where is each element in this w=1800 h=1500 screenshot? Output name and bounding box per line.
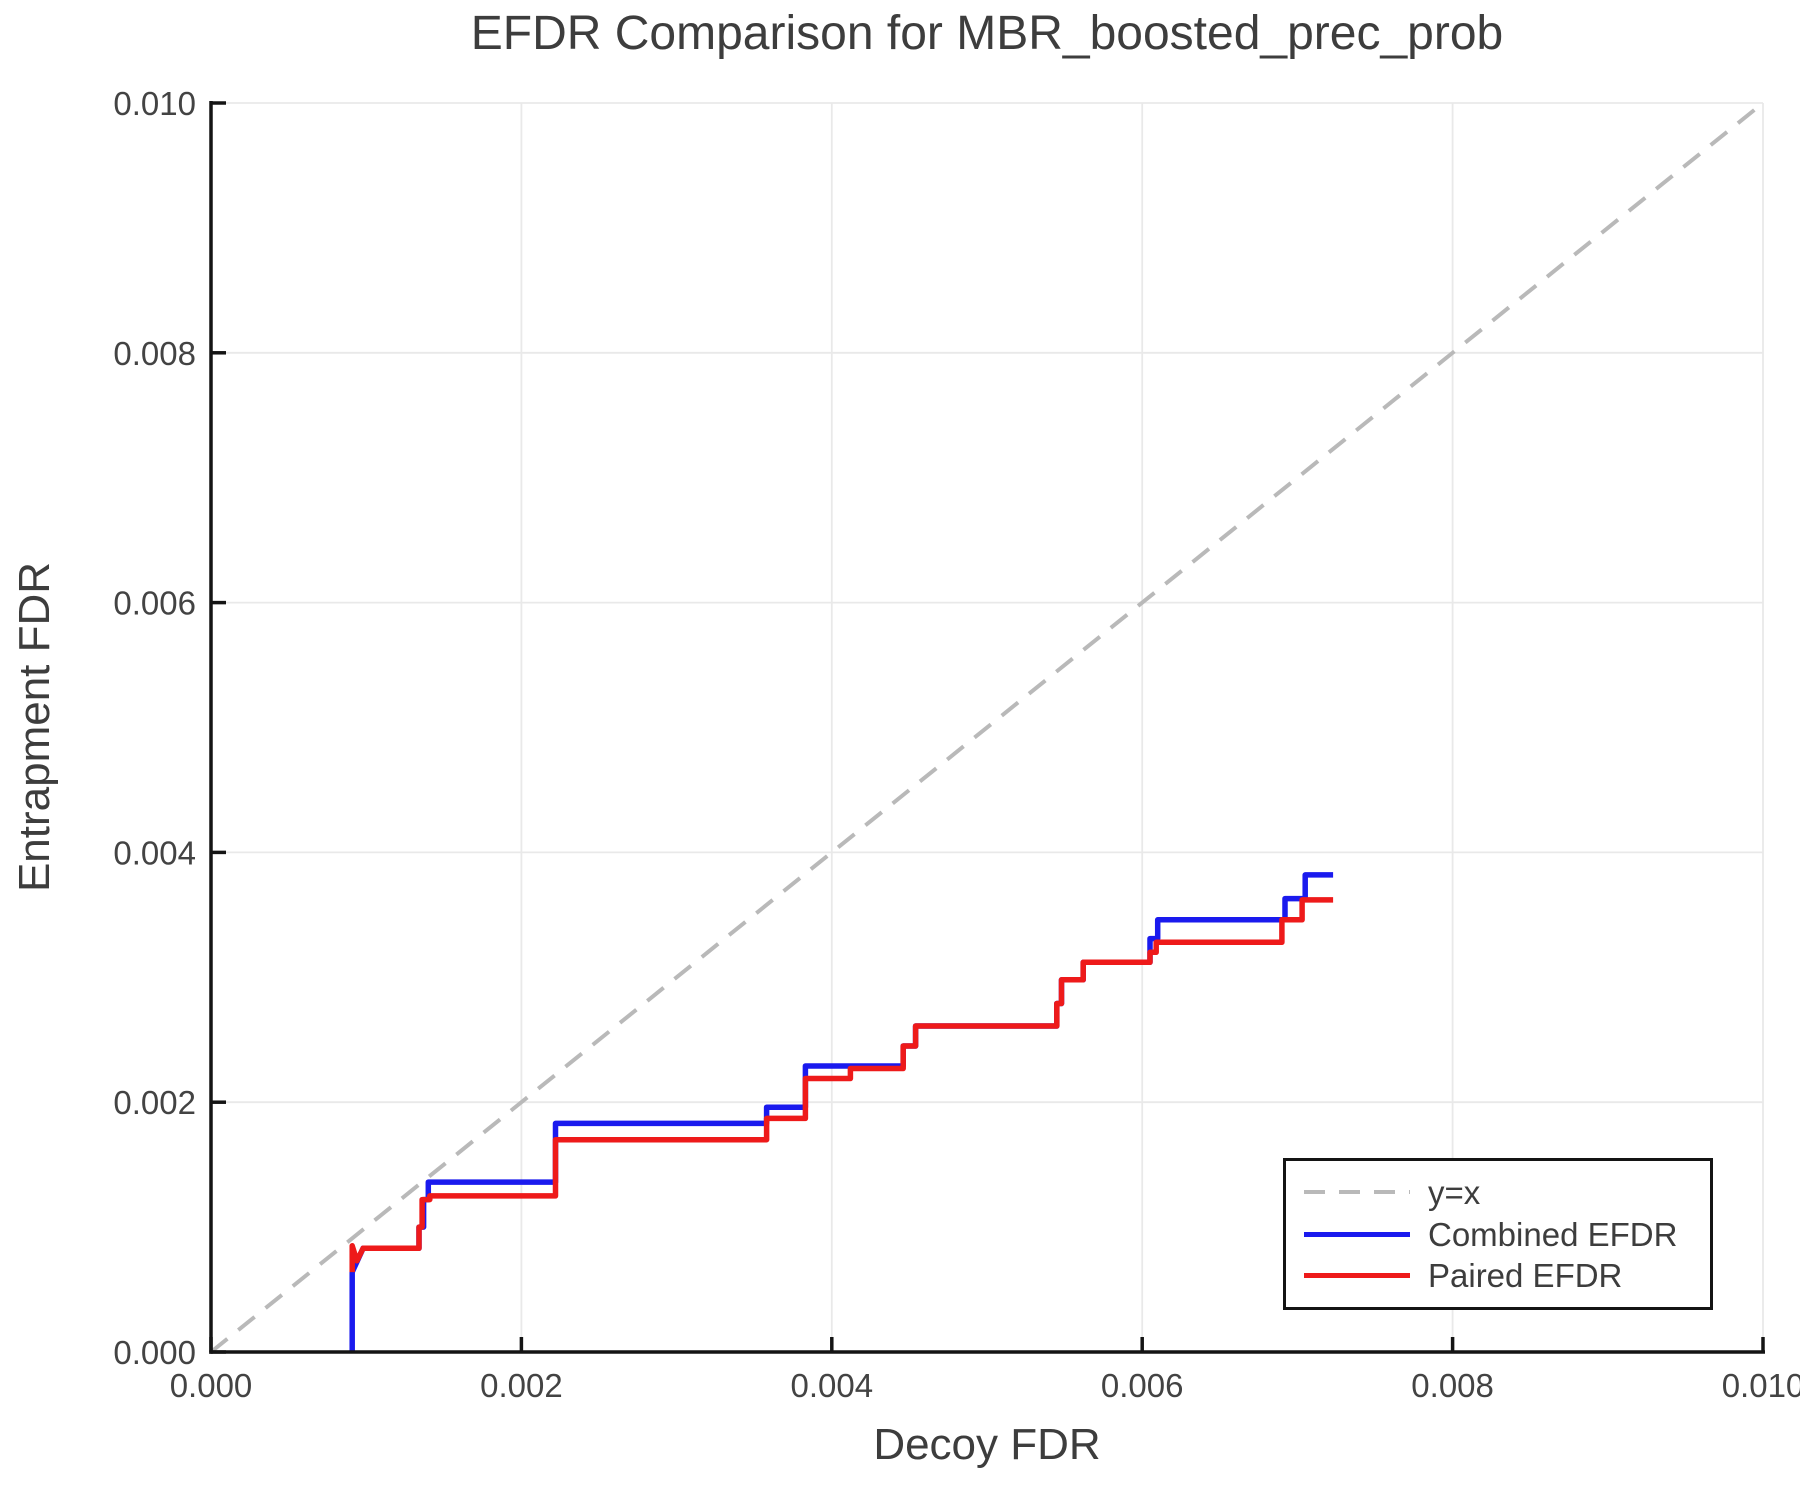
series-paired-efdr [349,897,1334,1273]
series-y-x [209,101,1765,1354]
y-tick-label: 0.004 [113,834,196,871]
series-combined-efdr [349,872,1334,1352]
y-tick-label: 0.006 [113,585,196,622]
x-tick-label: 0.010 [1722,1367,1800,1404]
y-axis-label: Entrapment FDR [10,561,59,893]
legend-label-yx: y=x [1428,1173,1481,1211]
x-axis-label: Decoy FDR [873,1420,1101,1469]
legend-label-combined: Combined EFDR [1428,1215,1678,1253]
legend-row-yx: y=x [1304,1176,1692,1209]
x-tick-label: 0.006 [1101,1367,1184,1404]
y-tick-label: 0.008 [113,335,196,372]
y-tick-label: 0.002 [113,1084,196,1121]
x-tick-label: 0.000 [170,1367,253,1404]
legend-row-combined: Combined EFDR [1304,1218,1692,1251]
y-tick-label: 0.000 [113,1334,196,1371]
x-tick-label: 0.008 [1411,1367,1494,1404]
y-tick-label: 0.010 [113,85,196,122]
x-tick-label: 0.002 [480,1367,563,1404]
legend-line-blue-icon [1304,1231,1410,1237]
legend-line-dashed-icon [1304,1190,1410,1195]
chart-title: EFDR Comparison for MBR_boosted_prec_pro… [470,7,1504,60]
legend-line-red-icon [1304,1273,1410,1279]
legend: y=x Combined EFDR Paired EFDR [1283,1158,1713,1310]
legend-label-paired: Paired EFDR [1428,1257,1623,1295]
x-tick-label: 0.004 [791,1367,874,1404]
legend-row-paired: Paired EFDR [1304,1259,1692,1292]
